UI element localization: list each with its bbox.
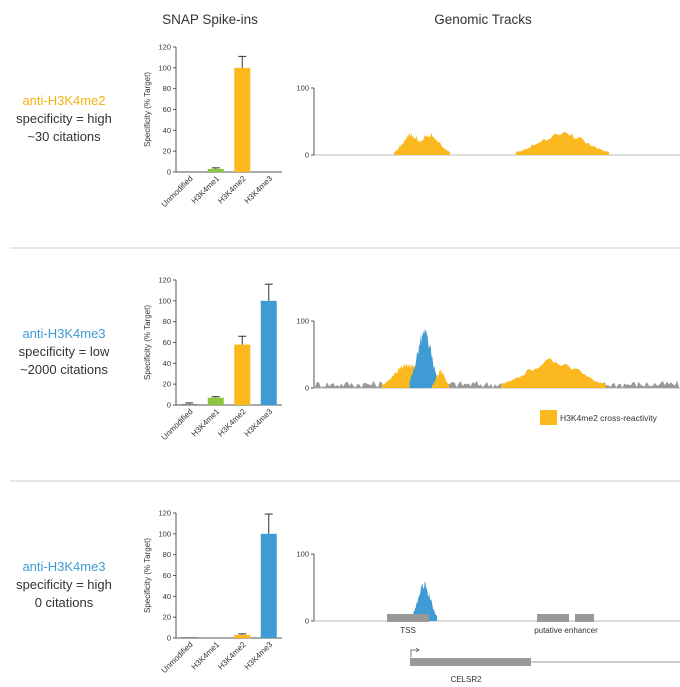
legend-label: H3K4me2 cross-reactivity (560, 413, 658, 423)
citations-label: ~2000 citations (20, 362, 108, 377)
bar-h3k4me3 (260, 300, 277, 405)
bar-y-tick-label: 100 (158, 63, 171, 72)
track-peak-h3k4me2 (501, 358, 606, 388)
enhancer-box-1 (537, 614, 569, 622)
bar-y-tick-label: 120 (158, 276, 171, 285)
bar-y-tick-label: 40 (163, 592, 171, 601)
bar-y-tick-label: 60 (163, 338, 171, 347)
row-1: anti-H3K4me2 specificity = high ~30 citati… (16, 43, 680, 209)
bar-unmodified (181, 403, 198, 405)
track-y-tick-label: 0 (305, 151, 309, 160)
tss-box (387, 614, 429, 622)
bar-category-label: Unmodified (160, 407, 195, 442)
bar-category-label: Unmodified (160, 640, 195, 675)
bar-y-tick-label: 100 (158, 529, 171, 538)
bar-h3k4me3 (260, 533, 277, 638)
bar-y-tick-label: 80 (163, 84, 171, 93)
gene-label: CELSR2 (450, 675, 482, 684)
bar-y-tick-label: 40 (163, 359, 171, 368)
antibody-label: anti-H3K4me2 (22, 93, 105, 108)
citations-label: ~30 citations (27, 129, 101, 144)
annotation-tss: TSS (400, 626, 416, 635)
rows: anti-H3K4me2 specificity = high ~30 citati… (16, 43, 680, 684)
antibody-label: anti-H3K4me3 (22, 326, 105, 341)
header-tracks: Genomic Tracks (434, 12, 532, 27)
bar-category-label: H3K4me3 (243, 174, 275, 206)
citations-label: 0 citations (35, 595, 94, 610)
bar-h3k4me2 (234, 344, 251, 405)
row-3: anti-H3K4me3 specificity = high 0 citation… (16, 509, 680, 684)
bar-y-tick-label: 20 (163, 147, 171, 156)
bar-y-tick-label: 120 (158, 509, 171, 518)
track-y-tick-label: 100 (296, 550, 309, 559)
bar-h3k4me1 (207, 168, 224, 172)
bar-y-tick-label: 80 (163, 317, 171, 326)
bar-y-tick-label: 80 (163, 550, 171, 559)
bar-y-tick-label: 20 (163, 380, 171, 389)
bar-y-tick-label: 0 (167, 634, 171, 643)
background-signal (315, 380, 679, 388)
track-y-tick-label: 100 (296, 84, 309, 93)
bar-h3k4me2 (234, 67, 251, 172)
bar-y-axis-label: Specificity (% Target) (143, 305, 152, 380)
bar-category-label: Unmodified (160, 174, 195, 209)
track-peak-h3k4me3 (411, 581, 437, 621)
tss-arrow-icon (410, 649, 418, 657)
legend-swatch-h3k4me2 (540, 410, 557, 425)
bar-y-tick-label: 120 (158, 43, 171, 52)
bar-category-label: H3K4me3 (243, 407, 275, 439)
bar-y-tick-label: 20 (163, 613, 171, 622)
bar-y-axis-label: Specificity (% Target) (143, 538, 152, 613)
antibody-label: anti-H3K4me3 (22, 559, 105, 574)
track-peak-h3k4me2 (515, 131, 610, 155)
bar-h3k4me2 (234, 634, 251, 638)
header-spikeins: SNAP Spike-ins (162, 12, 258, 27)
track-y-tick-label: 0 (305, 384, 309, 393)
bar-y-tick-label: 60 (163, 571, 171, 580)
track-peak-h3k4me2 (431, 369, 450, 388)
enhancer-box-2 (575, 614, 594, 622)
annotation-enhancer: putative enhancer (534, 626, 598, 635)
specificity-label: specificity = high (16, 577, 112, 592)
bar-y-tick-label: 100 (158, 296, 171, 305)
track-peak-h3k4me2 (409, 132, 450, 155)
tss-arrow-head-icon (415, 647, 420, 653)
track-peak-h3k4me3 (409, 328, 439, 388)
bar-y-tick-label: 0 (167, 168, 171, 177)
bar-h3k4me1 (207, 397, 224, 405)
bar-y-tick-label: 60 (163, 105, 171, 114)
row-2: anti-H3K4me3 specificity = low ~2000 citat… (19, 276, 680, 442)
specificity-label: specificity = low (19, 344, 110, 359)
bar-category-label: H3K4me3 (243, 640, 275, 672)
gene-body (410, 658, 531, 666)
bar-unmodified (181, 636, 198, 638)
track-y-tick-label: 0 (305, 617, 309, 626)
bar-y-tick-label: 0 (167, 401, 171, 410)
specificity-label: specificity = high (16, 111, 112, 126)
track-y-tick-label: 100 (296, 317, 309, 326)
bar-y-axis-label: Specificity (% Target) (143, 72, 152, 147)
bar-y-tick-label: 40 (163, 126, 171, 135)
